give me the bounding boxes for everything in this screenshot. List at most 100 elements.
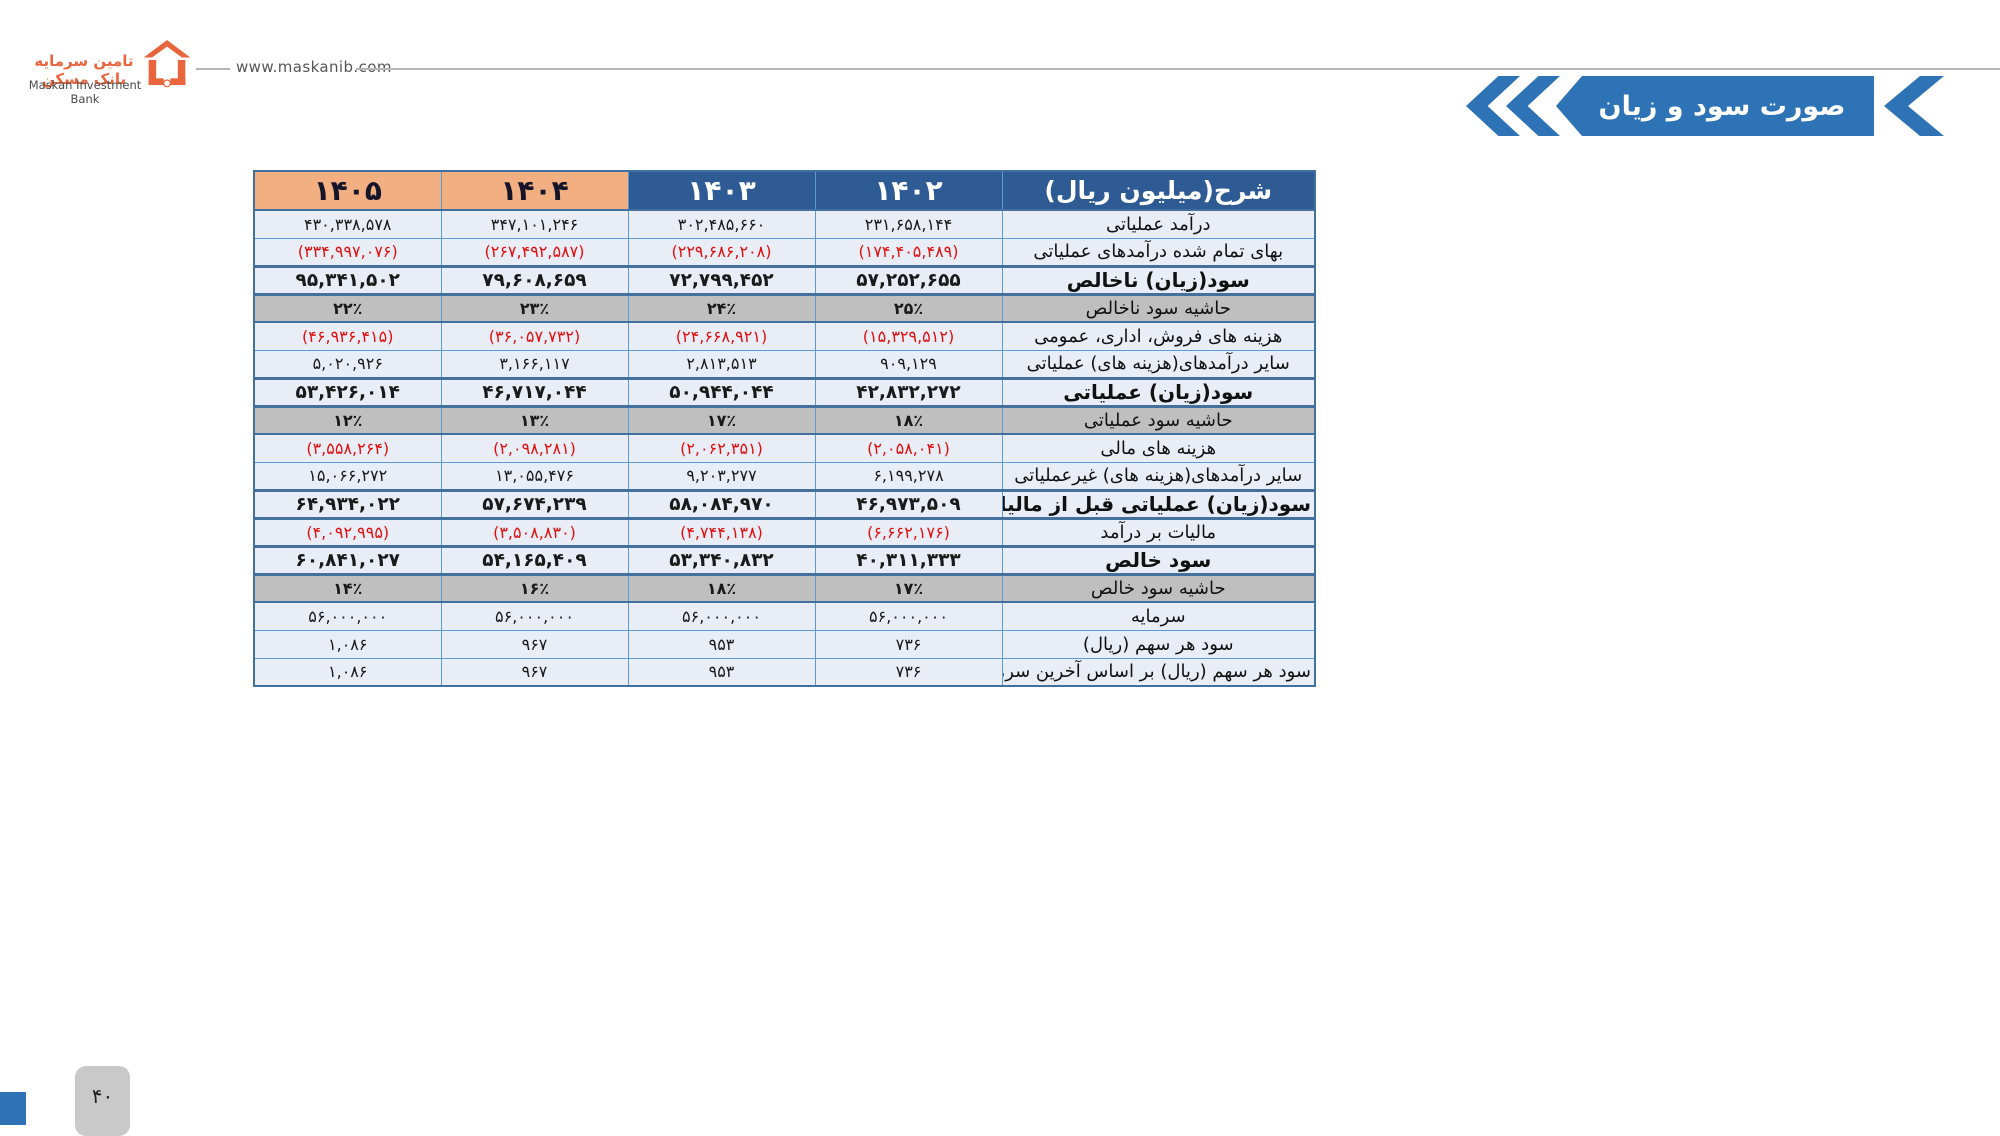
- cell-value: ۴۳۰,۳۳۸,۵۷۸: [253, 209, 442, 239]
- cell-value: ۶,۱۹۹,۲۷۸: [814, 461, 1003, 491]
- cell-value: ۵۶,۰۰۰,۰۰۰: [253, 601, 442, 631]
- table-row: هزینه های مالی (۲,۰۵۸,۰۴۱) (۲,۰۶۲,۳۵۱) (…: [253, 433, 1316, 463]
- cell-value: (۲,۰۶۲,۳۵۱): [627, 433, 816, 463]
- cell-value: ۵۳,۳۴۰,۸۳۲: [627, 544, 816, 576]
- cell-value: ۹,۲۰۳,۲۷۷: [627, 461, 816, 491]
- row-label: سود هر سهم (ریال): [1001, 629, 1316, 659]
- cell-value: ۵۰,۹۴۴,۰۴۴: [627, 376, 816, 408]
- row-label: درآمد عملیاتی: [1001, 209, 1316, 239]
- brand-name-fa: تامین سرمایه بانک مسکن: [34, 52, 134, 88]
- cell-value: ۳,۱۶۶,۱۱۷: [440, 349, 629, 379]
- cell-value: ۳۰۲,۴۸۵,۶۶۰: [627, 209, 816, 239]
- year-header-1404: ۱۴۰۴: [440, 170, 629, 211]
- table-row: سود خالص ۴۰,۳۱۱,۳۳۳ ۵۳,۳۴۰,۸۳۲ ۵۴,۱۶۵,۴۰…: [253, 544, 1316, 576]
- table-row: سایر درآمدهای(هزینه های) عملیاتی ۹۰۹,۱۲۹…: [253, 349, 1316, 379]
- cell-value: (۱۷۴,۴۰۵,۴۸۹): [814, 237, 1003, 267]
- cell-value: ۱۵,۰۶۶,۲۷۲: [253, 461, 442, 491]
- cell-value: ۴۲,۸۳۲,۲۷۲: [814, 376, 1003, 408]
- row-label: سود(زیان) عملیاتی: [1001, 376, 1316, 408]
- cell-value: ۴۶,۷۱۷,۰۴۴: [440, 376, 629, 408]
- row-label: سرمایه: [1001, 601, 1316, 631]
- cell-value: ۲۳۱,۶۵۸,۱۴۴: [814, 209, 1003, 239]
- cell-value: ۱۸٪: [627, 573, 816, 603]
- table-row: حاشیه سود عملیاتی ۱۸٪ ۱۷٪ ۱۳٪ ۱۲٪: [253, 405, 1316, 435]
- cell-value: ۵۷,۲۵۲,۶۵۵: [814, 264, 1003, 296]
- table-row: حاشیه سود خالص ۱۷٪ ۱۸٪ ۱۶٪ ۱۴٪: [253, 573, 1316, 603]
- row-label: هزینه های فروش، اداری، عمومی: [1001, 321, 1316, 351]
- cell-value: (۲,۰۹۸,۲۸۱): [440, 433, 629, 463]
- row-label: سود(زیان) ناخالص: [1001, 264, 1316, 296]
- cell-value: (۴,۰۹۲,۹۹۵): [253, 517, 442, 547]
- cell-value: (۲۴,۶۶۸,۹۲۱): [627, 321, 816, 351]
- row-label: حاشیه سود عملیاتی: [1001, 405, 1316, 435]
- cell-value: ۷۳۶: [814, 629, 1003, 659]
- table-row: درآمد عملیاتی ۲۳۱,۶۵۸,۱۴۴ ۳۰۲,۴۸۵,۶۶۰ ۳۴…: [253, 209, 1316, 239]
- row-label: هزینه های مالی: [1001, 433, 1316, 463]
- cell-value: ۵۶,۰۰۰,۰۰۰: [814, 601, 1003, 631]
- table-row: سرمایه ۵۶,۰۰۰,۰۰۰ ۵۶,۰۰۰,۰۰۰ ۵۶,۰۰۰,۰۰۰ …: [253, 601, 1316, 631]
- cell-value: ۵۴,۱۶۵,۴۰۹: [440, 544, 629, 576]
- cell-value: ۱۸٪: [814, 405, 1003, 435]
- row-label: حاشیه سود ناخالص: [1001, 293, 1316, 323]
- year-header-1403: ۱۴۰۳: [627, 170, 816, 211]
- section-title-banner: صورت سود و زیان: [1556, 76, 1874, 136]
- row-label: مالیات بر درآمد: [1001, 517, 1316, 547]
- table-row: مالیات بر درآمد (۶,۶۶۲,۱۷۶) (۴,۷۴۴,۱۳۸) …: [253, 517, 1316, 547]
- table-row: سود(زیان) عملیاتی قبل از مالیات ۴۶,۹۷۳,۵…: [253, 488, 1316, 520]
- cell-value: ۶۰,۸۴۱,۰۲۷: [253, 544, 442, 576]
- brand-name-en: Maskan Investment Bank: [28, 78, 142, 106]
- cell-value: ۹۶۷: [440, 629, 629, 659]
- cell-value: (۴۶,۹۳۶,۴۱۵): [253, 321, 442, 351]
- page-title: صورت سود و زیان: [1598, 90, 1846, 122]
- row-label: حاشیه سود خالص: [1001, 573, 1316, 603]
- row-label: سود خالص: [1001, 544, 1316, 576]
- cell-value: ۱۳٪: [440, 405, 629, 435]
- cell-value: ۳۴۷,۱۰۱,۲۴۶: [440, 209, 629, 239]
- cell-value: ۲۵٪: [814, 293, 1003, 323]
- cell-value: (۲۲۹,۶۸۶,۲۰۸): [627, 237, 816, 267]
- cell-value: ۵۶,۰۰۰,۰۰۰: [627, 601, 816, 631]
- page-number-badge: ۴۰: [75, 1066, 130, 1136]
- cell-value: (۲,۰۵۸,۰۴۱): [814, 433, 1003, 463]
- cell-value: (۲۶۷,۴۹۲,۵۸۷): [440, 237, 629, 267]
- cell-value: (۳,۵۵۸,۲۶۴): [253, 433, 442, 463]
- cell-value: ۱۲٪: [253, 405, 442, 435]
- row-label: بهای تمام شده درآمدهای عملیاتی: [1001, 237, 1316, 267]
- header-divider-short: [196, 68, 230, 70]
- cell-value: ۷۲,۷۹۹,۴۵۲: [627, 264, 816, 296]
- year-header-1402: ۱۴۰۲: [814, 170, 1003, 211]
- cell-value: ۹۵,۳۴۱,۵۰۲: [253, 264, 442, 296]
- house-logo-icon: [143, 40, 191, 88]
- table-row: سود هر سهم (ریال) ۷۳۶ ۹۵۳ ۹۶۷ ۱,۰۸۶: [253, 629, 1316, 659]
- website-link[interactable]: www.maskanib.com: [236, 58, 392, 76]
- cell-value: ۹۶۷: [440, 657, 629, 687]
- cell-value: ۲۲٪: [253, 293, 442, 323]
- cell-value: ۱,۰۸۶: [253, 657, 442, 687]
- table-row: حاشیه سود ناخالص ۲۵٪ ۲۴٪ ۲۳٪ ۲۲٪: [253, 293, 1316, 323]
- cell-value: ۱۷٪: [814, 573, 1003, 603]
- cell-value: ۱,۰۸۶: [253, 629, 442, 659]
- cell-value: ۲۳٪: [440, 293, 629, 323]
- cell-value: (۳,۵۰۸,۸۳۰): [440, 517, 629, 547]
- table-row: سود(زیان) عملیاتی ۴۲,۸۳۲,۲۷۲ ۵۰,۹۴۴,۰۴۴ …: [253, 376, 1316, 408]
- page-number: ۴۰: [91, 1084, 114, 1108]
- cell-value: ۲,۸۱۳,۵۱۳: [627, 349, 816, 379]
- cell-value: ۱۶٪: [440, 573, 629, 603]
- cell-value: (۱۵,۳۲۹,۵۱۲): [814, 321, 1003, 351]
- cell-value: ۴۰,۳۱۱,۳۳۳: [814, 544, 1003, 576]
- cell-value: ۵,۰۲۰,۹۲۶: [253, 349, 442, 379]
- table-row: سود هر سهم (ریال) بر اساس آخرین سرمایه ۷…: [253, 657, 1316, 687]
- chevron-left-icon: [1506, 76, 1560, 136]
- profit-loss-table: شرح(میلیون ریال) ۱۴۰۲ ۱۴۰۳ ۱۴۰۴ ۱۴۰۵ درآ…: [253, 170, 1316, 687]
- cell-value: ۴۶,۹۷۳,۵۰۹: [814, 488, 1003, 520]
- row-label: سایر درآمدهای(هزینه های) عملیاتی: [1001, 349, 1316, 379]
- table-row: سود(زیان) ناخالص ۵۷,۲۵۲,۶۵۵ ۷۲,۷۹۹,۴۵۲ ۷…: [253, 264, 1316, 296]
- cell-value: ۷۳۶: [814, 657, 1003, 687]
- desc-header-cell: شرح(میلیون ریال): [1001, 170, 1316, 211]
- table-header-row: شرح(میلیون ریال) ۱۴۰۲ ۱۴۰۳ ۱۴۰۴ ۱۴۰۵: [253, 170, 1316, 211]
- row-label: سود(زیان) عملیاتی قبل از مالیات: [1001, 488, 1316, 520]
- row-label: سایر درآمدهای(هزینه های) غیرعملیاتی: [1001, 461, 1316, 491]
- cell-value: ۵۸,۰۸۴,۹۷۰: [627, 488, 816, 520]
- table-row: بهای تمام شده درآمدهای عملیاتی (۱۷۴,۴۰۵,…: [253, 237, 1316, 267]
- cell-value: (۳۳۴,۹۹۷,۰۷۶): [253, 237, 442, 267]
